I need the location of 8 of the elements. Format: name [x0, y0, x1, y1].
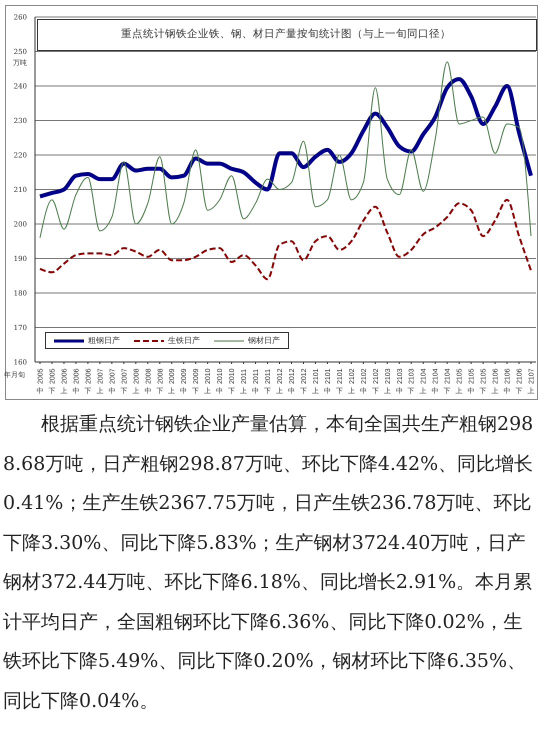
line-series — [40, 61, 532, 238]
line-series — [38, 77, 533, 198]
text: 重点统计钢铁企业铁、钢、材日产量按旬统计图（与上一旬同口径） — [120, 27, 452, 41]
line-series — [39, 198, 532, 280]
text: 根据重点统计钢铁企业产量估算，本旬全国共生产粗钢2988.68万吨，日产粗钢298.87万吨、环比下降4.42%、同比增长0.41%；生产生铁2367.75万吨，日产生铁236.78万吨、环比下降3.30%、同比下降5.83%；生产钢材3724.40万吨，日产钢材372.44万吨、环比下降6.18%、同比增长2.91%。本月累计平均日产，全国粗钢环比下降6.36%、同比下降0.02%，生铁环比下降5.49%、同比下降0.20%，钢材环比下降6.35%、同比下降0.04%。 — [3, 412, 534, 714]
legend-label: 生铁日产 — [168, 335, 200, 346]
legend-label: 粗钢日产 — [88, 335, 120, 346]
legend-label: 钢材日产 — [248, 335, 280, 346]
